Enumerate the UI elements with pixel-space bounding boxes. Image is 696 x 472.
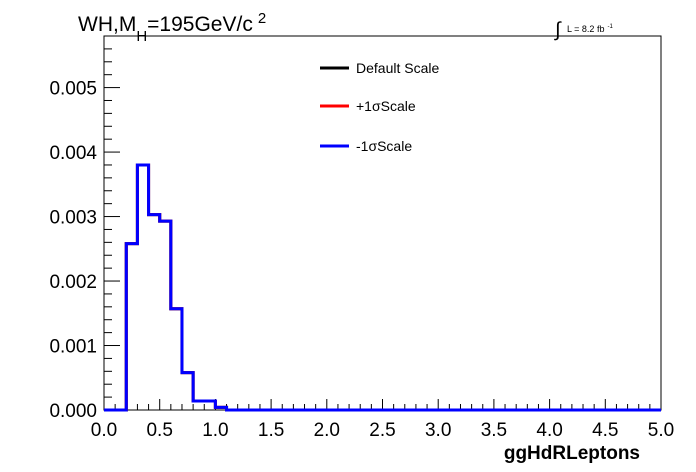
x-tick-label: 3.0: [425, 420, 451, 441]
y-tick-label: 0.000: [49, 401, 97, 422]
legend-label-1: +1σScale: [356, 98, 416, 114]
x-tick-label: 5.0: [648, 420, 674, 441]
x-axis-label: ggHdRLeptons: [504, 443, 640, 464]
legend-label-0: Default Scale: [356, 60, 439, 76]
legend: Default Scale +1σScale -1σScale: [320, 60, 439, 154]
x-tick-label: 1.5: [258, 420, 284, 441]
y-tick-label: 0.001: [49, 337, 97, 358]
series-line-2: [104, 163, 661, 412]
chart-title: WH,MH=195GeV/c 2: [78, 10, 266, 45]
y-tick-label: 0.002: [49, 272, 97, 293]
lumi-superscript: -1: [607, 24, 613, 30]
title-subscript: H: [136, 28, 147, 45]
y-tick-label: 0.004: [49, 143, 97, 164]
lumi-label: L = 8.2 fb -1: [567, 24, 613, 34]
y-axis: 0.000 0.001 0.002 0.003 0.004 0.005: [49, 48, 120, 422]
x-tick-label: 3.5: [481, 420, 507, 441]
x-tick-label: 2.0: [314, 420, 340, 441]
lumi-integral-symbol: ∫: [554, 19, 562, 41]
x-axis: 0.0 0.5 1.0 1.5 2.0 2.5 3.0 3.5 4.0 4.5 5.0: [91, 399, 674, 441]
title-superscript: 2: [258, 10, 266, 27]
x-tick-label: 4.0: [536, 420, 562, 441]
x-tick-label: 0.0: [91, 420, 117, 441]
title-main: WH,M: [78, 13, 136, 36]
x-tick-label: 2.5: [369, 420, 395, 441]
x-tick-label: 1.0: [202, 420, 228, 441]
series-group: [104, 163, 661, 412]
legend-label-2: -1σScale: [356, 138, 412, 154]
title-rest: =195GeV/c: [147, 13, 253, 36]
x-tick-label: 4.5: [592, 420, 618, 441]
y-tick-label: 0.003: [49, 208, 97, 229]
x-tick-label: 0.5: [146, 420, 172, 441]
y-tick-label: 0.005: [49, 79, 97, 100]
lumi-text: L = 8.2 fb: [567, 24, 604, 34]
plot-frame: [103, 35, 662, 411]
